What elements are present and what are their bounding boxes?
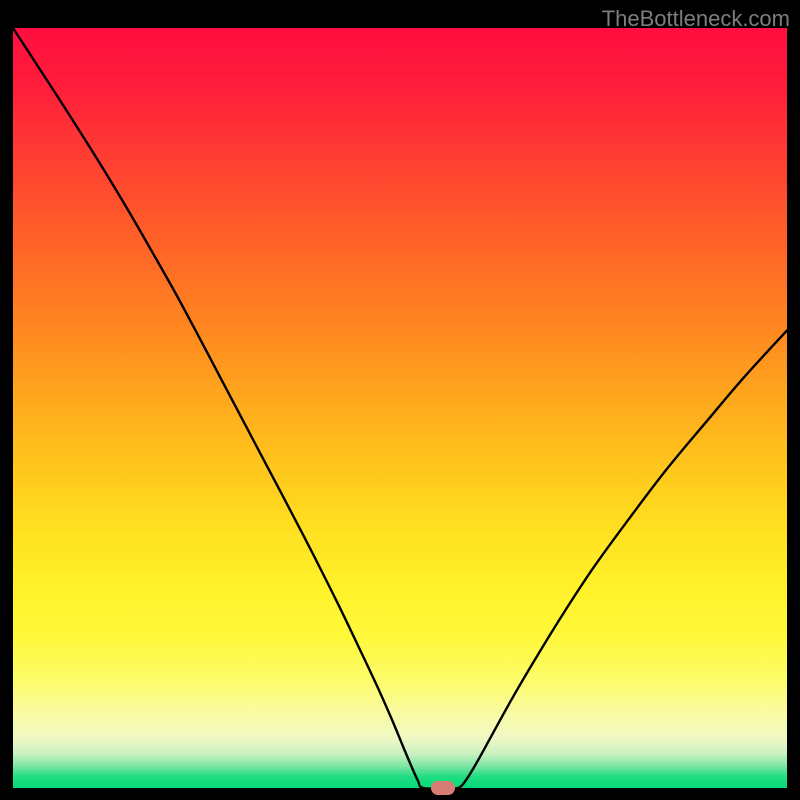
optimum-marker: [431, 781, 455, 795]
plot-area: [13, 28, 787, 788]
watermark-text: TheBottleneck.com: [602, 6, 790, 32]
bottleneck-chart: TheBottleneck.com: [0, 0, 800, 800]
